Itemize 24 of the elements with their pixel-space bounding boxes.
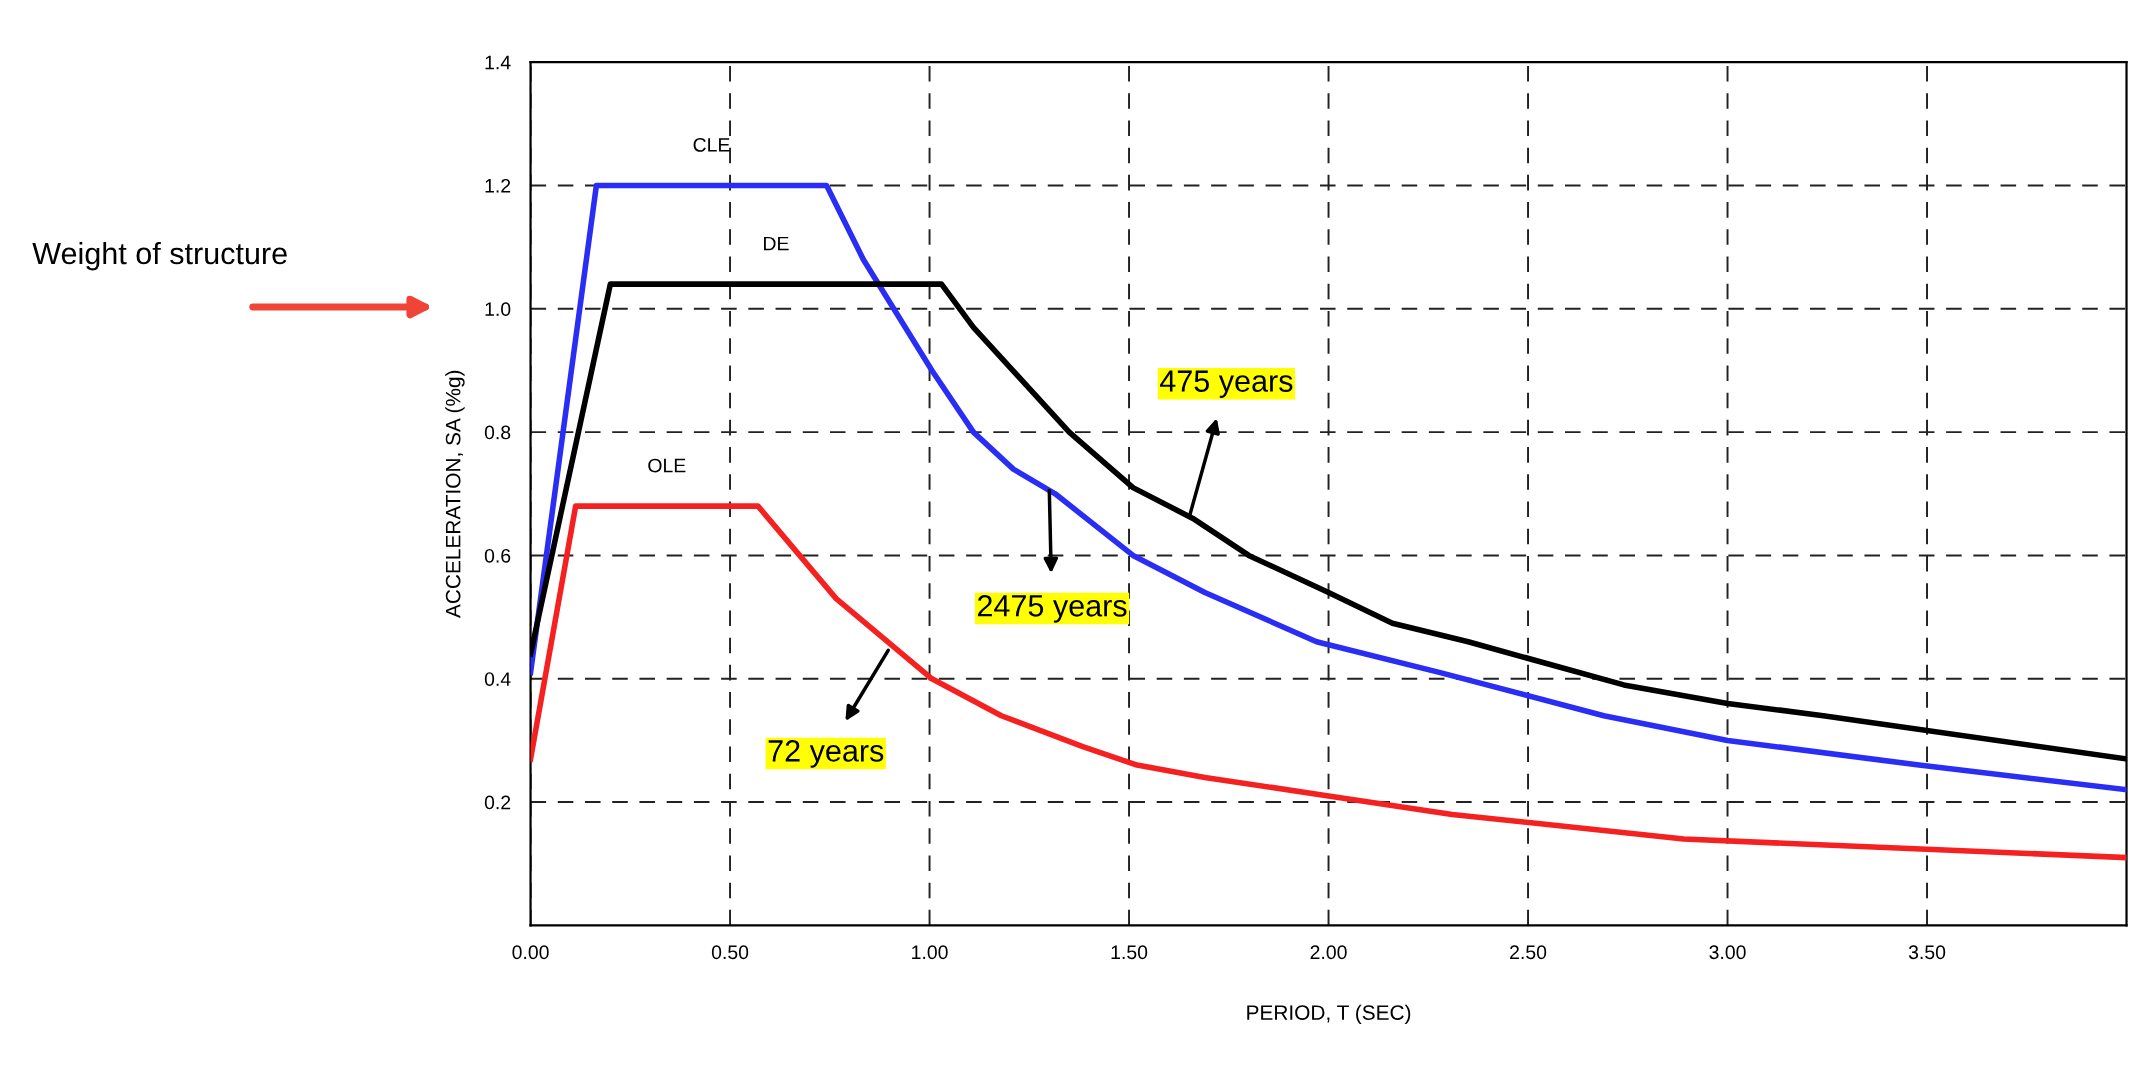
y-tick-label: 1.4 bbox=[485, 55, 511, 70]
y-tick-label: 0.4 bbox=[484, 672, 511, 686]
x-tick-label: 1.50 bbox=[1111, 945, 1148, 960]
x-tick-label: 3.00 bbox=[1709, 945, 1746, 960]
text: Weight of structure bbox=[32, 241, 287, 271]
y-tick-label: 0.2 bbox=[484, 795, 511, 810]
x-tick-label: 0.50 bbox=[711, 945, 749, 960]
annotation: 475 years bbox=[1160, 370, 1293, 398]
x-tick-label: 1.00 bbox=[912, 945, 948, 960]
y-tick-label: 0.8 bbox=[484, 425, 511, 440]
x-tick-label: 2.50 bbox=[1510, 945, 1547, 960]
x-tick-label: 2.00 bbox=[1310, 945, 1347, 960]
y-tick-label: 1.2 bbox=[485, 178, 511, 193]
series-label: DE bbox=[764, 236, 789, 251]
y-tick-label: 0.6 bbox=[484, 548, 511, 563]
y-tick-label: 1.0 bbox=[485, 302, 511, 317]
x-axis-title: PERIOD, T (SEC) bbox=[1247, 1004, 1411, 1025]
x-tick-label: 3.50 bbox=[1908, 945, 1946, 960]
series-label: OLE bbox=[648, 458, 686, 473]
annotation: 2475 years bbox=[977, 595, 1127, 623]
y-axis-title: ACCELERATION, SA (%g) bbox=[445, 370, 465, 618]
series-label: CLE bbox=[693, 138, 730, 152]
x-tick-label: 0.00 bbox=[512, 945, 549, 960]
annotation: 72 years bbox=[768, 740, 884, 768]
